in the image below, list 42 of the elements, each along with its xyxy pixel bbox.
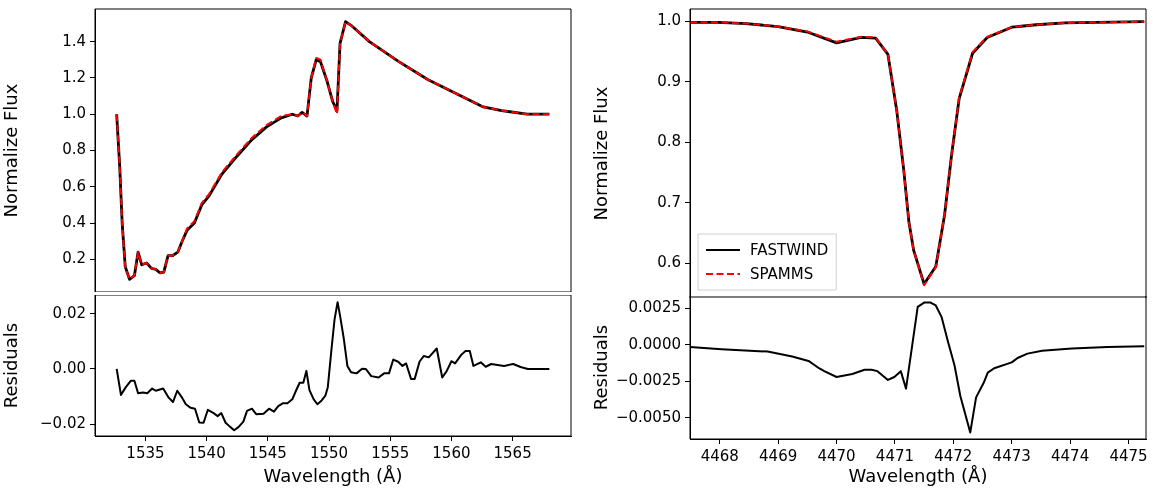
- y-tick-label: 0.2: [62, 249, 86, 268]
- x-tick-label: 4470: [817, 446, 856, 465]
- x-tick-label: 1555: [371, 443, 410, 462]
- y-axis-title: Normalize Flux: [590, 86, 612, 221]
- y-tick-label: 1.0: [657, 11, 681, 30]
- y-tick-label: 0.00: [52, 358, 86, 377]
- x-tick-label: 4473: [992, 446, 1031, 465]
- y-tick-label: 1.0: [62, 104, 86, 123]
- y-axis-title: Normalize Flux: [0, 83, 22, 218]
- x-tick-label: 1565: [493, 443, 532, 462]
- x-tick-label: 1550: [309, 443, 349, 462]
- y-tick-label: −0.0050: [615, 407, 681, 426]
- y-tick-label: 0.8: [657, 132, 681, 151]
- y-tick-label: 0.8: [62, 140, 86, 159]
- x-axis-title: Wavelength (Å): [848, 464, 988, 486]
- y-tick-label: 0.4: [62, 212, 86, 231]
- x-tick-label: 4474: [1051, 446, 1090, 465]
- legend-label: FASTWIND: [750, 240, 829, 259]
- y-tick-label: 0.6: [62, 176, 86, 195]
- y-tick-label: 1.4: [62, 31, 86, 50]
- y-tick-label: 0.6: [657, 253, 681, 272]
- y-tick-label: 0.7: [657, 192, 681, 211]
- y-tick-label: 1.2: [62, 67, 86, 86]
- x-tick-label: 1545: [248, 443, 287, 462]
- legend-label: SPAMMS: [750, 264, 814, 283]
- x-tick-label: 1540: [187, 443, 226, 462]
- y-tick-label: −0.02: [40, 414, 86, 433]
- x-tick-label: 4475: [1109, 446, 1148, 465]
- x-tick-label: 4472: [934, 446, 973, 465]
- x-tick-label: 4471: [875, 446, 915, 465]
- x-tick-label: 1535: [126, 443, 165, 462]
- y-tick-label: 0.9: [657, 71, 681, 90]
- x-tick-label: 4468: [700, 446, 739, 465]
- x-tick-label: 1560: [432, 443, 471, 462]
- y-tick-label: 0.0025: [628, 298, 681, 317]
- y-tick-label: 0.02: [52, 303, 86, 322]
- x-tick-label: 4469: [759, 446, 798, 465]
- y-tick-label: 0.0000: [628, 334, 681, 353]
- x-axis-title: Wavelength (Å): [263, 464, 403, 486]
- y-axis-title: Residuals: [0, 322, 22, 409]
- y-tick-label: −0.0025: [615, 371, 681, 390]
- y-axis-title: Residuals: [590, 324, 612, 411]
